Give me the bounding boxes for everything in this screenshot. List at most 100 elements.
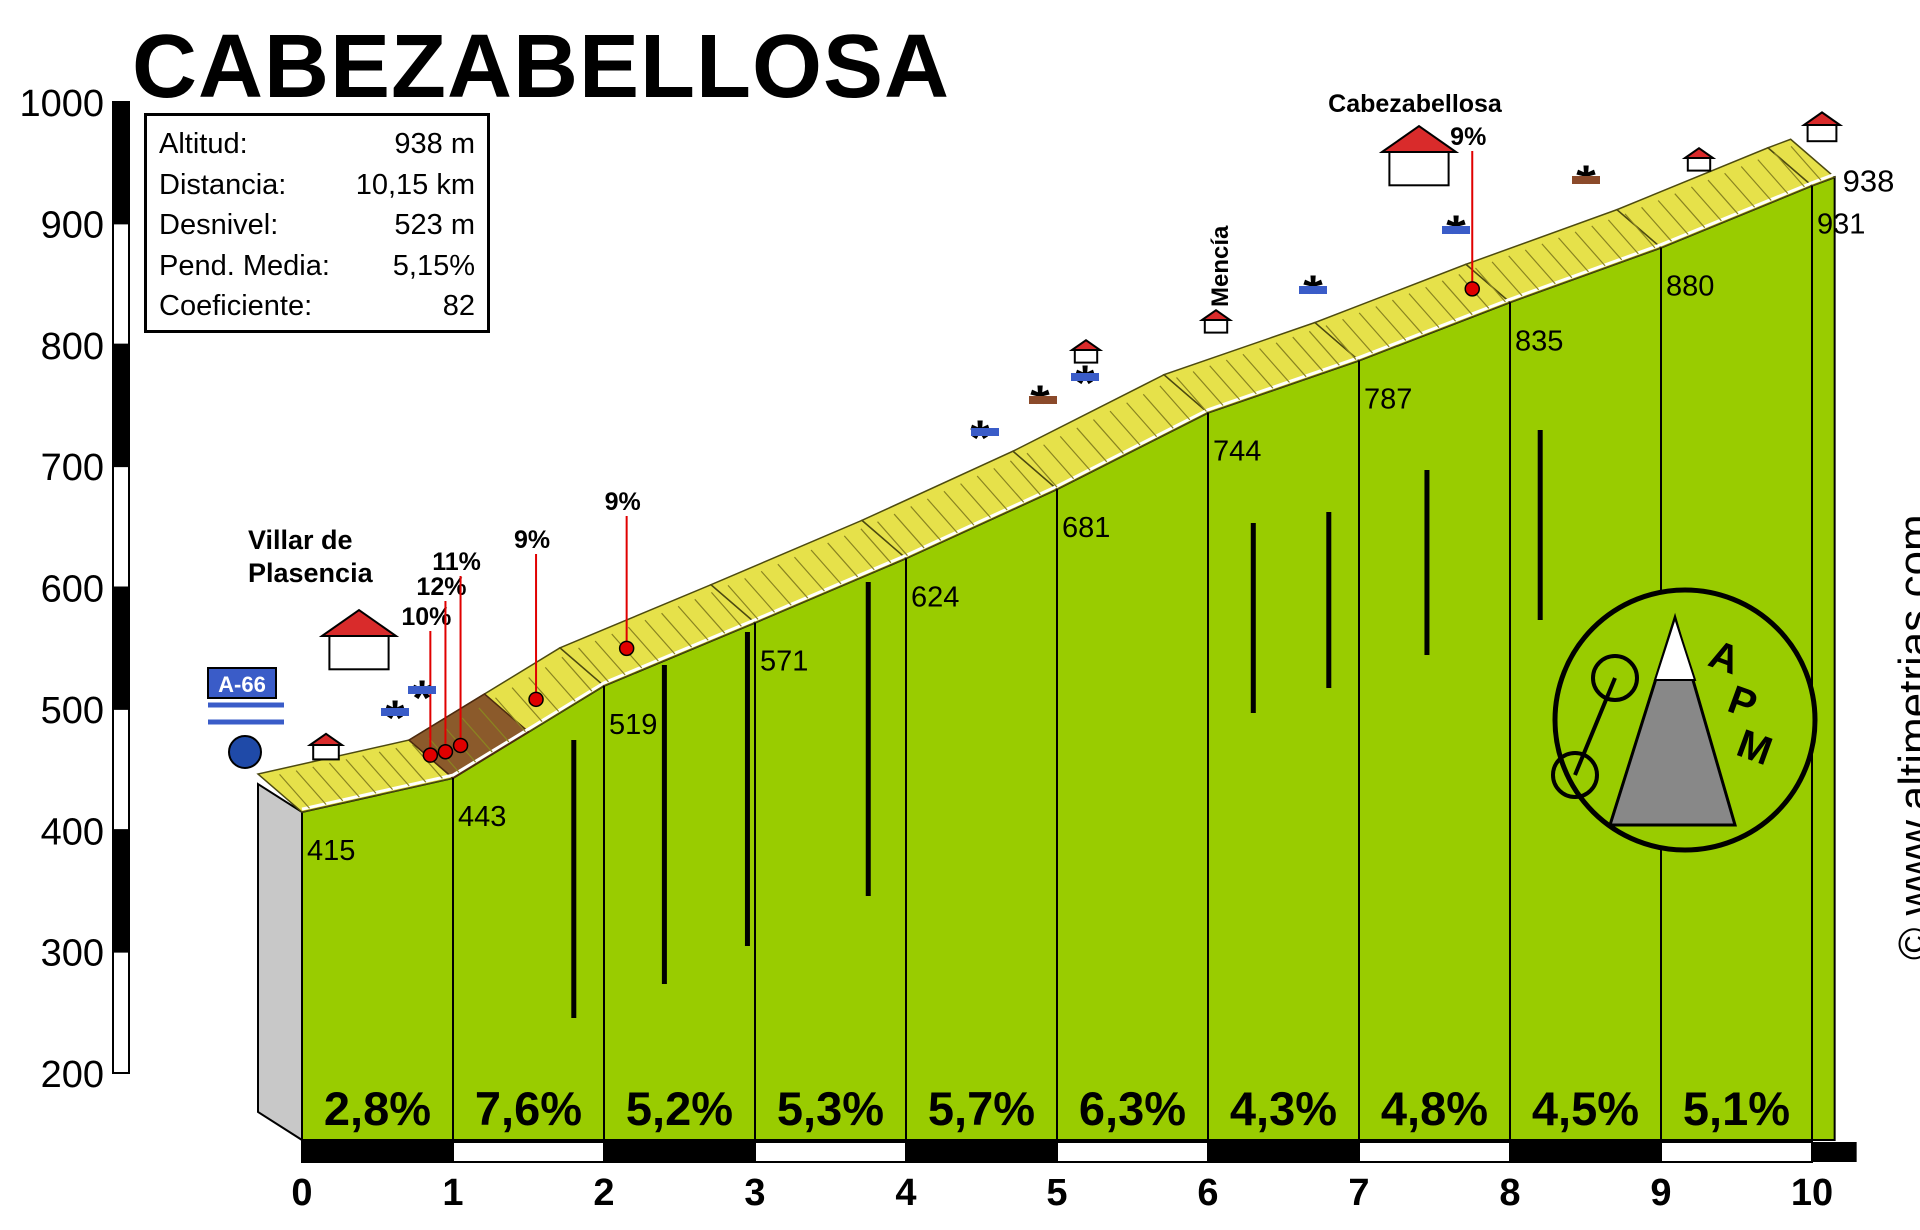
road-hatch xyxy=(627,626,659,662)
road-hatch xyxy=(843,535,875,571)
road-hatch xyxy=(1491,261,1523,297)
direction-arrow-icon xyxy=(971,428,999,436)
road-hatch xyxy=(1408,293,1440,329)
info-label: Coeficiente: xyxy=(159,290,313,322)
chart-title: CABEZABELLOSA xyxy=(132,17,950,117)
road-band-segment xyxy=(1766,138,1837,187)
y-scale-block xyxy=(112,343,130,468)
y-scale-block xyxy=(112,950,130,1074)
y-tick-label: 1000 xyxy=(19,83,104,125)
segment-grade-label: 4,3% xyxy=(1230,1082,1337,1135)
road-hatch xyxy=(1342,318,1374,354)
road-hatch xyxy=(993,468,1025,503)
house-roof xyxy=(306,732,346,746)
direction-arrow-icon xyxy=(1071,373,1099,381)
road-hatch xyxy=(777,563,809,599)
house-wall xyxy=(328,635,390,671)
road-hatch xyxy=(461,717,493,753)
road-hatch xyxy=(1292,336,1324,372)
house-wall xyxy=(1686,157,1712,172)
road-hatch xyxy=(378,751,410,787)
house-wall xyxy=(1388,151,1450,187)
x-tick-label: 3 xyxy=(744,1172,765,1214)
direction-arrow-icon xyxy=(1442,226,1470,234)
km-scale-block xyxy=(301,1141,454,1163)
km-scale-block xyxy=(1509,1141,1662,1163)
segment-grade-label: 5,7% xyxy=(928,1082,1035,1135)
house-wall xyxy=(312,744,340,761)
village-icon-cabezabellosa xyxy=(1378,124,1460,187)
road-hatch xyxy=(1092,419,1124,454)
grade-marker-label: 11% xyxy=(432,548,481,576)
x-tick-label: 9 xyxy=(1650,1172,1671,1214)
house-roof xyxy=(1378,124,1460,153)
km-scale-block xyxy=(603,1141,756,1163)
km-scale-block xyxy=(1660,1141,1813,1163)
info-row-elevation-gain: Desnivel: 523 m xyxy=(159,205,475,246)
road-hatch xyxy=(1059,435,1091,471)
segment-grade-label: 2,8% xyxy=(324,1082,431,1135)
info-row-average-grade: Pend. Media: 5,15% xyxy=(159,246,475,287)
road-hatch xyxy=(1524,249,1556,285)
y-scale-block xyxy=(112,222,130,346)
road-hatch xyxy=(1508,255,1540,291)
road-hatch xyxy=(1541,243,1573,279)
road-hatch xyxy=(1076,427,1108,463)
grade-marker-label: 12% xyxy=(416,573,466,601)
info-row-altitude: Altitud: 938 m xyxy=(159,124,475,165)
direction-arrow-icon xyxy=(381,708,409,716)
road-hatch xyxy=(328,762,360,798)
road-hatch xyxy=(1425,286,1457,322)
segment-grade-label: 7,6% xyxy=(475,1082,582,1135)
road-hatch xyxy=(827,542,859,578)
y-tick-label: 500 xyxy=(41,690,104,732)
km-elevation-label: 744 xyxy=(1213,436,1261,468)
house-roof xyxy=(318,608,400,637)
road-hatch xyxy=(1574,231,1606,267)
house-roof xyxy=(1800,111,1844,126)
road-hatch xyxy=(495,697,526,733)
road-hatch xyxy=(478,707,510,743)
y-tick-label: 400 xyxy=(41,811,104,853)
house-icon xyxy=(1068,338,1104,364)
road-hatch xyxy=(1308,330,1340,366)
grade-marker-label: 10% xyxy=(401,603,451,631)
road-hatch xyxy=(976,475,1008,511)
village-icon-villar xyxy=(318,608,400,671)
km-scale-block xyxy=(1056,1141,1209,1163)
segment-grade-label: 6,3% xyxy=(1079,1082,1186,1135)
house-icon xyxy=(1198,308,1234,334)
y-scale-block xyxy=(112,101,130,225)
house-roof xyxy=(1068,338,1104,351)
logo-wheel-icon xyxy=(1591,654,1639,702)
house-roof xyxy=(1681,146,1717,159)
info-row-distance: Distancia: 10,15 km xyxy=(159,165,475,206)
road-hatch xyxy=(1707,179,1739,215)
segment-grade-label: 4,5% xyxy=(1532,1082,1639,1135)
km-scale-block xyxy=(452,1141,605,1163)
summit-elevation-label: 938 xyxy=(1843,163,1895,198)
road-hatch xyxy=(1391,299,1423,335)
grade-marker-dot xyxy=(452,737,469,754)
road-hatch xyxy=(1192,371,1224,406)
road-hatch xyxy=(1375,306,1407,341)
house-wall xyxy=(1073,349,1099,364)
info-label: Desnivel: xyxy=(159,209,279,241)
house-icon xyxy=(1681,146,1717,172)
road-hatch xyxy=(395,747,427,783)
x-tick-label: 1 xyxy=(442,1172,463,1214)
road-hatch xyxy=(710,591,742,627)
direction-arrow-icon xyxy=(1572,176,1600,184)
km-scale-block xyxy=(905,1141,1058,1163)
place-label-cabezabellosa: Cabezabellosa xyxy=(1328,90,1503,118)
road-hatch xyxy=(345,758,377,794)
km-elevation-label: 519 xyxy=(609,709,657,741)
y-scale-block xyxy=(112,707,130,832)
info-value: 82 xyxy=(442,290,475,322)
road-hatch xyxy=(511,687,543,723)
y-scale-block xyxy=(112,586,130,710)
road-hatch xyxy=(1159,385,1191,421)
km-scale-block xyxy=(1207,1141,1360,1163)
road-hatch xyxy=(528,677,560,712)
